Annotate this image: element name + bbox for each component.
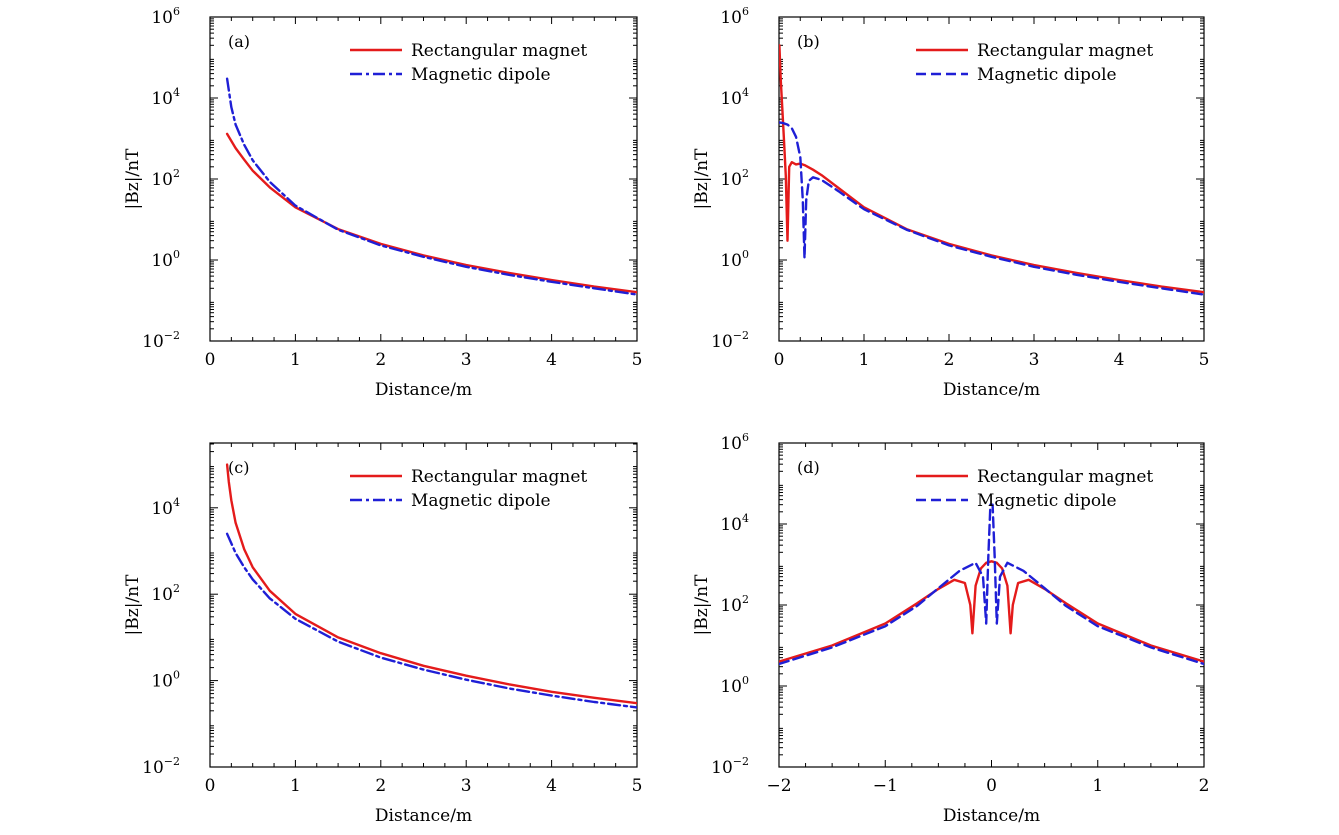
y-tick-label: 10−2	[142, 755, 180, 778]
y-tick-label: 100	[151, 669, 180, 692]
series-line-magnetic-dipole	[225, 77, 637, 296]
y-tick-label: 102	[151, 167, 180, 190]
x-tick-label: 0	[205, 350, 216, 370]
x-tick-label: 2	[1199, 776, 1210, 796]
y-tick-label: 104	[151, 86, 180, 109]
x-tick-label: 2	[375, 776, 386, 796]
y-tick-label: 104	[720, 86, 749, 109]
series-line-magnetic-dipole	[779, 503, 1204, 666]
y-tick-label: 100	[151, 248, 180, 271]
panel-label: (c)	[228, 458, 249, 477]
x-tick-label: 0	[986, 776, 997, 796]
y-tick-label: 102	[151, 582, 180, 605]
legend-label: Magnetic dipole	[411, 491, 551, 511]
legend-label: Rectangular magnet	[977, 41, 1153, 61]
x-tick-label: 1	[290, 776, 301, 796]
y-tick-label: 100	[720, 248, 749, 271]
series-line-magnetic-dipole	[225, 532, 637, 709]
panel-d: −2 −1 0 1 2 10−2 100 102 104 106 Distance/m |Bz|/nT…	[692, 431, 1209, 826]
y-tick-label: 104	[151, 496, 180, 519]
y-tick-label: 106	[720, 431, 749, 454]
x-tick-label: 5	[1199, 350, 1210, 370]
y-tick-label: 102	[720, 593, 749, 616]
x-tick-label: 0	[205, 776, 216, 796]
legend-label: Rectangular magnet	[411, 467, 587, 487]
legend-label: Magnetic dipole	[977, 65, 1117, 85]
series-line-rectangular-magnet	[225, 132, 637, 294]
y-tick-label: 104	[720, 512, 749, 535]
series-line-rectangular-magnet	[779, 560, 1204, 663]
y-tick-label: 106	[151, 5, 180, 28]
y-axis-title: |Bz|/nT	[692, 574, 712, 636]
x-tick-label: −2	[766, 776, 791, 796]
x-axis-title: Distance/m	[375, 380, 472, 400]
y-tick-label: 102	[720, 167, 749, 190]
panel-c: 0 1 2 3 4 5 10−2 100 102 104 Distance/m |Bz|/nT (c) R…	[123, 442, 643, 826]
x-tick-label: 2	[944, 350, 955, 370]
panel-label: (b)	[797, 32, 820, 51]
y-axis-title: |Bz|/nT	[123, 148, 143, 210]
panel-a: 0 1 2 3 4 5 10−2 100 102 104 106 Distance/m |Bz|/nT (…	[123, 5, 642, 400]
y-tick-label: 10−2	[142, 329, 180, 352]
x-tick-label: 1	[1092, 776, 1103, 796]
x-tick-label: 3	[461, 776, 472, 796]
x-tick-label: 0	[774, 350, 785, 370]
series-line-magnetic-dipole	[779, 121, 1204, 296]
x-tick-label: 2	[375, 350, 386, 370]
panel-label: (a)	[228, 32, 250, 51]
y-axis-title: |Bz|/nT	[123, 574, 143, 636]
y-tick-label: 10−2	[711, 329, 749, 352]
x-axis-title: Distance/m	[375, 806, 472, 826]
y-tick-label: 10−2	[711, 755, 749, 778]
x-tick-label: 1	[290, 350, 301, 370]
x-tick-label: 4	[546, 776, 557, 796]
legend-label: Magnetic dipole	[411, 65, 551, 85]
y-tick-label: 106	[720, 5, 749, 28]
x-tick-label: 5	[632, 776, 643, 796]
x-tick-label: 5	[632, 350, 643, 370]
legend-label: Rectangular magnet	[411, 41, 587, 61]
x-axis-title: Distance/m	[943, 380, 1040, 400]
x-tick-label: 1	[859, 350, 870, 370]
legend-label: Magnetic dipole	[977, 491, 1117, 511]
legend-label: Rectangular magnet	[977, 467, 1153, 487]
x-tick-label: 3	[461, 350, 472, 370]
x-tick-label: 4	[546, 350, 557, 370]
x-tick-label: 4	[1114, 350, 1125, 370]
x-tick-label: 3	[1029, 350, 1040, 370]
series-line-rectangular-magnet	[225, 463, 637, 705]
panel-label: (d)	[797, 458, 820, 477]
panel-b: 0 1 2 3 4 5 10−2 100 102 104 106 Distance/m |Bz|/nT (…	[692, 5, 1209, 400]
x-tick-label: −1	[873, 776, 898, 796]
series-line-rectangular-magnet	[779, 44, 1204, 294]
y-tick-label: 100	[720, 674, 749, 697]
y-axis-title: |Bz|/nT	[692, 148, 712, 210]
x-axis-title: Distance/m	[943, 806, 1040, 826]
